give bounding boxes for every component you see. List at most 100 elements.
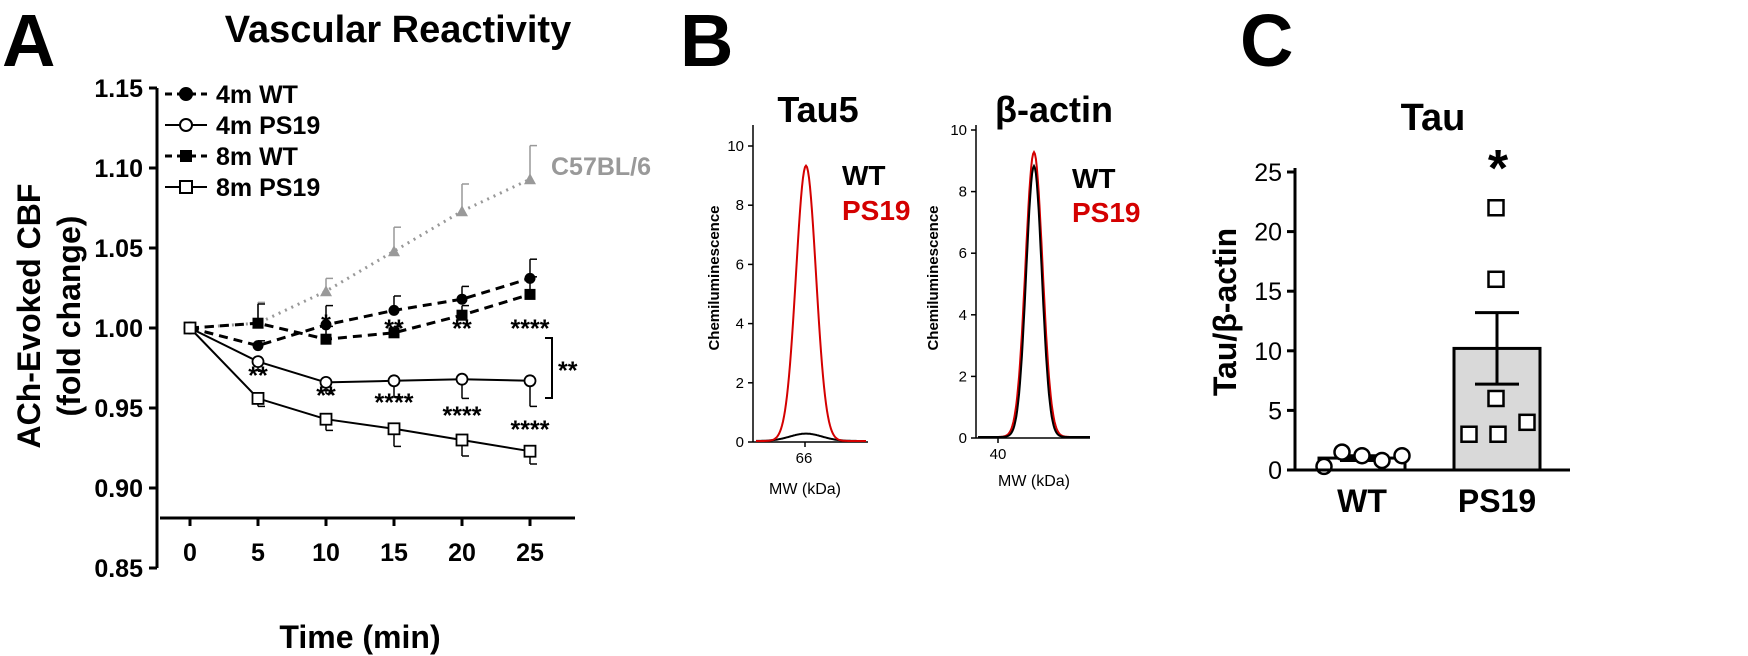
ps19-point-2: [1487, 389, 1505, 408]
legend-label-8m-ps19: 8m PS19: [216, 174, 320, 202]
series-8m-wt: [184, 276, 537, 345]
y-tick-label-1-15: 1.15: [94, 75, 143, 103]
bracket-line: [545, 337, 553, 399]
chart-c-y-tick-label-10: 10: [1254, 338, 1282, 366]
wt-point-0: [1315, 457, 1333, 476]
annotation-upper-20: **: [452, 315, 472, 343]
point-8m-ps19-10: [319, 412, 333, 426]
wb-tau5-xlabel: MW (kDa): [769, 481, 841, 498]
point-4m-ps19-15: [387, 374, 401, 388]
wb-beta-actin-wt-trace: [978, 163, 1090, 438]
x-tick-label-15: 15: [380, 539, 408, 567]
y-tick-label-1-05: 1.05: [94, 235, 143, 263]
chart-c-ylabel: Tau/β-actin: [1207, 228, 1243, 396]
point-4m-wt-20: [456, 293, 468, 305]
series-line-c57bl-6: [189, 177, 531, 330]
point-8m-wt-5: [252, 317, 264, 329]
y-tick-label-0-90: 0.90: [94, 475, 143, 503]
series-line-4m-wt: [189, 276, 531, 348]
x-tick-label-0: 0: [183, 539, 197, 567]
chart-a-ylabel-line2: (fold change): [51, 216, 87, 417]
panel-b: B Tau5 0 2 4 6 8 10 66 MW (kDa) Chemiluminesc…: [680, 0, 1141, 498]
series-line-8m-ps19: [189, 327, 531, 453]
legend-4m-ps19: 4m PS19: [165, 112, 320, 140]
series-line-8m-wt: [189, 292, 531, 341]
legend-label-4m-ps19: 4m PS19: [216, 112, 320, 140]
point-8m-ps19-15: [387, 422, 401, 436]
wb-beta-actin-title: β-actin: [995, 89, 1113, 130]
point-8m-ps19-0: [183, 321, 197, 335]
y-tick-label-0-85: 0.85: [94, 555, 143, 583]
point-4m-ps19-5: [251, 355, 265, 369]
wb-tau5-y-tick-label-10: 10: [727, 138, 744, 155]
annotation-lower-5: **: [248, 362, 268, 390]
panel-letter-c: C: [1240, 0, 1293, 82]
point-c57bl-6-20: [456, 205, 468, 217]
wb-beta-actin-y-tick-label-2: 2: [959, 368, 967, 385]
point-8m-wt-15: [388, 327, 400, 339]
wb-beta-actin-legend-wt: WT: [1072, 163, 1116, 194]
ps19-point-0: [1487, 199, 1505, 217]
annotation-upper-10: *: [321, 310, 331, 338]
bracket-label: **: [558, 357, 578, 385]
point-4m-wt-15: [388, 304, 400, 316]
wb-beta-actin: β-actin 0 2 4 6 8 10 40 MW (kDa) Chemilumines…: [925, 89, 1141, 490]
c57bl6-direct-label: C57BL/6: [551, 153, 651, 181]
chart-c-y-tick-label-5: 5: [1268, 397, 1282, 425]
x-tick-label-5: 5: [251, 539, 265, 567]
chart-c-category-ps19: PS19: [1458, 483, 1536, 519]
panel-a: A Vascular Reactivity 0.85 0.90 0.95 1.00 1.…: [2, 0, 651, 655]
chart-c-y-tick-label-25: 25: [1254, 159, 1282, 187]
wb-tau5-y-tick-label-4: 4: [736, 316, 744, 333]
wb-beta-actin-x-tick: 40: [990, 446, 1007, 463]
wb-beta-actin-y-tick-label-8: 8: [959, 184, 967, 201]
chart-a-plot-area: * ** ** ******** **** **** ******: [183, 144, 578, 465]
point-4m-ps19-20: [455, 372, 469, 386]
wb-beta-actin-y-tick-label-10: 10: [950, 122, 967, 139]
legend-label-8m-wt: 8m WT: [216, 143, 298, 171]
wb-tau5-ps19-trace: [756, 163, 866, 442]
point-4m-ps19-10: [319, 375, 333, 389]
wb-beta-actin-ps19-trace: [978, 149, 1090, 438]
wb-tau5-y-tick-label-8: 8: [736, 197, 744, 214]
chart-a-title: Vascular Reactivity: [225, 9, 571, 51]
wb-tau5-y-tick-label-6: 6: [736, 256, 744, 273]
y-tick-label-1-00: 1.00: [94, 315, 143, 343]
wb-beta-actin-y-ticks: 0 2 4 6 8 10: [950, 122, 976, 447]
x-tick-label-20: 20: [448, 539, 476, 567]
chart-c-title: Tau: [1401, 97, 1466, 139]
wb-beta-actin-y-tick-label-4: 4: [959, 307, 967, 324]
chart-c-y-tick-label-20: 20: [1254, 219, 1282, 247]
chart-c-plot-area: [1315, 199, 1542, 476]
point-8m-ps19-20: [455, 433, 469, 447]
legend-4m-wt: 4m WT: [165, 81, 298, 109]
annotation-lower-15: ****: [375, 389, 414, 417]
legend-label-4m-wt: 4m WT: [216, 81, 298, 109]
series-8m-ps19: [183, 321, 537, 465]
chart-a-ylabel-line1: ACh-Evoked CBF: [11, 184, 47, 449]
wb-beta-actin-ylabel: Chemiluminescence: [925, 205, 942, 350]
point-c57bl-6-25: [524, 173, 536, 185]
legend-8m-ps19: 8m PS19: [165, 174, 320, 202]
x-tick-label-25: 25: [516, 539, 544, 567]
panel-letter-a: A: [2, 0, 55, 82]
significance-annotations: * ** ** ******** **** **** ******: [248, 310, 577, 444]
wb-beta-actin-y-tick-label-6: 6: [959, 245, 967, 262]
wb-tau5-title: Tau5: [777, 89, 858, 130]
annotation-upper-25: ****: [511, 315, 550, 343]
point-4m-wt-10: [320, 319, 332, 331]
legend-8m-wt: 8m WT: [165, 143, 298, 171]
wb-beta-actin-y-tick-label-0: 0: [959, 430, 967, 447]
chart-a-xlabel: Time (min): [279, 619, 440, 655]
annotation-lower-25: ****: [511, 416, 550, 444]
comparison-bracket: **: [545, 337, 578, 399]
point-4m-ps19-25: [523, 374, 537, 388]
point-8m-ps19-5: [251, 391, 265, 405]
y-tick-label-0-95: 0.95: [94, 395, 143, 423]
y-tick-label-1-10: 1.10: [94, 155, 143, 183]
wb-beta-actin-legend-ps19: PS19: [1072, 197, 1141, 228]
point-c57bl-6-15: [388, 245, 400, 257]
wb-tau5-legend-wt: WT: [842, 160, 886, 191]
wb-tau5-y-tick-label-2: 2: [736, 375, 744, 392]
wt-point-3: [1373, 451, 1391, 470]
